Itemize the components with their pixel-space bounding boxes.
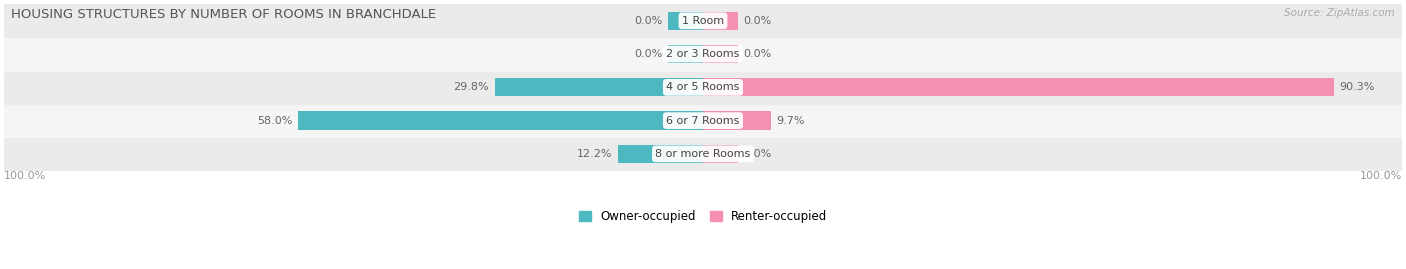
Bar: [617, 145, 703, 163]
Text: 2 or 3 Rooms: 2 or 3 Rooms: [666, 49, 740, 59]
Bar: [668, 45, 703, 63]
Text: HOUSING STRUCTURES BY NUMBER OF ROOMS IN BRANCHDALE: HOUSING STRUCTURES BY NUMBER OF ROOMS IN…: [11, 8, 436, 21]
Text: 100.0%: 100.0%: [1360, 171, 1402, 181]
Text: Source: ZipAtlas.com: Source: ZipAtlas.com: [1284, 8, 1395, 18]
Legend: Owner-occupied, Renter-occupied: Owner-occupied, Renter-occupied: [574, 205, 832, 228]
Bar: [668, 12, 703, 30]
Text: 0.0%: 0.0%: [744, 149, 772, 159]
Text: 9.7%: 9.7%: [776, 116, 804, 126]
Bar: [4, 4, 1402, 37]
Bar: [298, 111, 703, 130]
Bar: [703, 111, 770, 130]
Text: 0.0%: 0.0%: [634, 49, 662, 59]
Bar: [495, 78, 703, 97]
Text: 0.0%: 0.0%: [744, 49, 772, 59]
Text: 58.0%: 58.0%: [257, 116, 292, 126]
Text: 12.2%: 12.2%: [576, 149, 612, 159]
Bar: [703, 45, 738, 63]
Text: 0.0%: 0.0%: [634, 16, 662, 26]
Bar: [4, 104, 1402, 137]
Text: 0.0%: 0.0%: [744, 16, 772, 26]
Bar: [4, 37, 1402, 71]
Bar: [4, 137, 1402, 171]
Text: 6 or 7 Rooms: 6 or 7 Rooms: [666, 116, 740, 126]
Text: 100.0%: 100.0%: [4, 171, 46, 181]
Text: 4 or 5 Rooms: 4 or 5 Rooms: [666, 82, 740, 92]
Text: 90.3%: 90.3%: [1340, 82, 1375, 92]
Text: 29.8%: 29.8%: [454, 82, 489, 92]
Bar: [703, 78, 1334, 97]
Bar: [703, 12, 738, 30]
Text: 1 Room: 1 Room: [682, 16, 724, 26]
Text: 8 or more Rooms: 8 or more Rooms: [655, 149, 751, 159]
Bar: [4, 71, 1402, 104]
Bar: [703, 145, 738, 163]
